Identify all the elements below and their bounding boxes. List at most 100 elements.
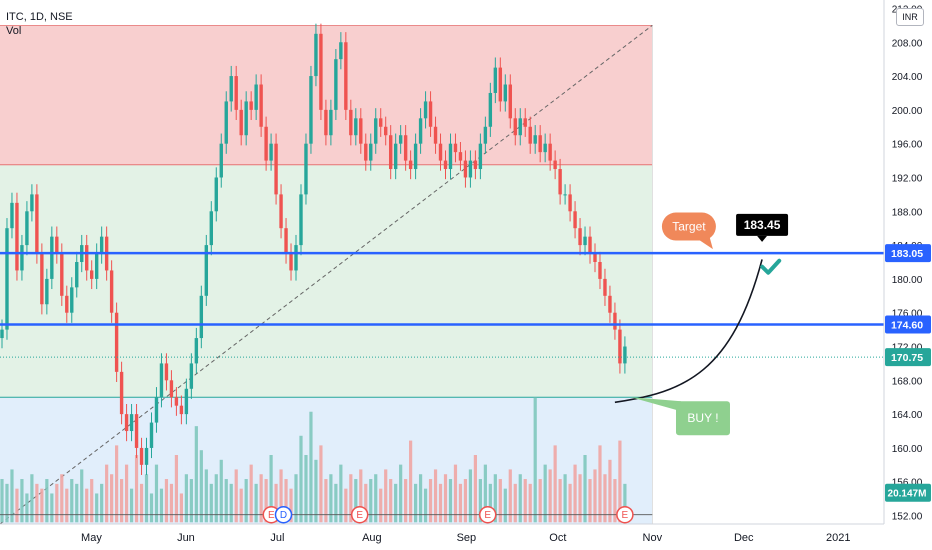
volume-bar [394, 483, 398, 523]
candle [5, 218, 9, 340]
y-tick-label: 208.00 [892, 38, 923, 49]
candle [528, 116, 532, 154]
price-badge-text: 183.05 [891, 248, 923, 260]
candle [309, 65, 313, 154]
candle [618, 319, 622, 374]
event-marker: E [616, 505, 634, 524]
volume-bar [254, 483, 258, 523]
volume-bar [219, 459, 223, 523]
candle-body [274, 143, 278, 195]
volume-bar [159, 488, 164, 523]
candle [393, 133, 398, 180]
event-circle [350, 505, 369, 524]
candle-body [294, 245, 298, 271]
candle [548, 133, 552, 171]
event-marker: D [274, 505, 293, 524]
currency-badge[interactable]: INR [896, 8, 924, 26]
candle [304, 133, 308, 205]
target-value-pointer [757, 235, 768, 242]
candle-body [254, 84, 258, 110]
candle-body [428, 101, 433, 127]
candle-body [433, 126, 438, 144]
x-tick-label: Sep [457, 532, 477, 544]
candle [50, 226, 54, 290]
volume-bar [100, 483, 104, 523]
volume-bar [105, 464, 109, 523]
volume-bar [349, 474, 353, 523]
candle-body [10, 202, 14, 229]
candle-body [139, 447, 144, 465]
candle-body [269, 143, 273, 161]
target-bubble [661, 212, 716, 241]
candle [219, 133, 223, 188]
symbol-title[interactable]: ITC, 1D, NSE [6, 11, 73, 23]
candle-body [264, 126, 268, 161]
volume-bar [284, 479, 288, 523]
candle [319, 23, 323, 121]
event-label: E [356, 510, 363, 521]
volume-bar [60, 474, 64, 523]
candle-body [573, 211, 577, 229]
price-badge-bg [885, 315, 931, 334]
volume-bar [598, 445, 602, 523]
y-tick-label: 196.00 [892, 140, 923, 151]
price-axis-badge: 170.75 [885, 348, 931, 367]
candle-body [284, 228, 288, 254]
candle-body [204, 245, 209, 296]
candle-body [234, 76, 238, 110]
volume-bar [468, 469, 473, 523]
candle-body [134, 414, 139, 448]
buy-callout: BUY ! [630, 397, 730, 436]
event-circle [274, 505, 293, 524]
volume-badge: 20.147M [885, 483, 931, 502]
volume-bar [20, 479, 24, 523]
volume-bar [45, 479, 49, 523]
volume-bar [453, 464, 458, 523]
candle [463, 150, 468, 188]
candle-body [448, 143, 453, 170]
volume-label[interactable]: Vol [6, 25, 22, 37]
legend: ITC, 1D, NSE Vol [6, 10, 73, 38]
candle-body [25, 211, 29, 246]
price-badge-bg [885, 244, 931, 263]
volume-bar [279, 469, 283, 523]
candle-body [30, 194, 34, 212]
volume-bar [364, 483, 368, 523]
candle [508, 74, 512, 129]
candle-body [75, 262, 79, 288]
candle [10, 192, 14, 239]
price-axis-bg [884, 0, 932, 550]
volume-bar [523, 479, 527, 523]
target-value-box [736, 213, 789, 236]
candle [214, 167, 218, 222]
candle-body [498, 67, 503, 102]
candle-body [314, 33, 318, 77]
candle [299, 184, 303, 256]
candle [55, 226, 59, 264]
candle-body [159, 363, 164, 398]
volume-bar [70, 479, 74, 523]
event-circle [616, 505, 634, 524]
candle [274, 133, 278, 205]
volume-bar [149, 493, 154, 523]
candle-body [174, 397, 179, 406]
y-tick-label: 156.00 [892, 478, 923, 489]
candle [473, 150, 478, 180]
candle [623, 336, 627, 374]
candle [523, 108, 527, 137]
candle-body [369, 143, 373, 161]
candle-body [583, 236, 587, 246]
volume-bar [573, 464, 577, 523]
candle [184, 378, 189, 425]
volume-bar [269, 455, 273, 523]
candle [169, 370, 174, 408]
candle-body [244, 101, 248, 136]
candle-body [553, 160, 557, 170]
candle-body [413, 143, 418, 170]
volume-bar [548, 469, 552, 523]
candle-body [588, 236, 592, 254]
volume-bar [508, 469, 512, 523]
candle [45, 268, 49, 315]
candle [70, 277, 74, 323]
